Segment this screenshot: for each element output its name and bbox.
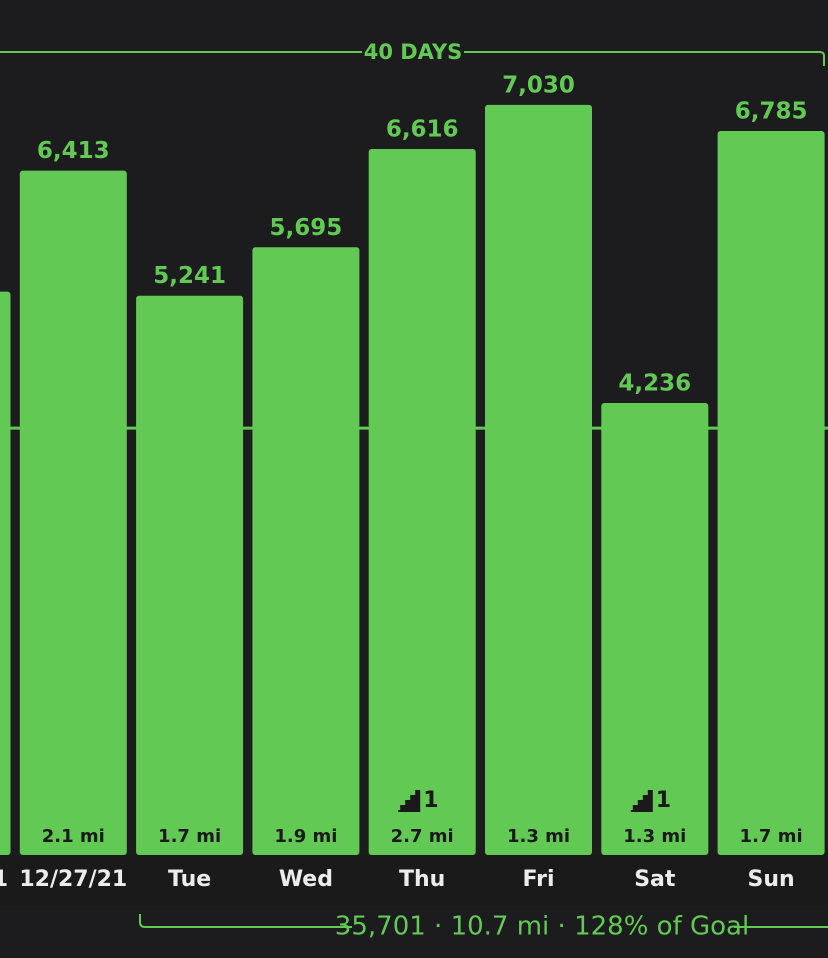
value-label: 5,695: [270, 215, 343, 241]
distance-label: 1.7 mi: [740, 826, 803, 847]
bar: [19, 170, 127, 855]
value-label: 4,236: [618, 370, 691, 396]
x-tick-label: 12/27/21: [19, 867, 127, 892]
range-label: 40 DAYS: [364, 40, 463, 64]
x-tick-label: Tue: [168, 867, 211, 892]
value-label: 6,616: [386, 117, 459, 143]
x-tick-label: Fri: [522, 867, 554, 892]
distance-label: 1.3 mi: [507, 826, 570, 847]
flights-label: 1: [423, 788, 438, 813]
distance-label: 1.9 mi: [274, 826, 337, 847]
range-bracket: [0, 51, 825, 66]
stairs-icon: [630, 790, 653, 812]
x-tick-label: Thu: [399, 867, 445, 892]
value-label: 5,241: [153, 263, 226, 289]
x-tick-label: 1: [0, 867, 8, 892]
flights-label: 1: [656, 788, 671, 813]
value-label: 7,030: [502, 72, 575, 98]
bar: [601, 402, 709, 855]
bar: [252, 247, 360, 856]
label-strip: [0, 855, 828, 905]
distance-label: 1.7 mi: [158, 826, 221, 847]
distance-label: 1.3 mi: [623, 826, 686, 847]
value-label: 6,785: [735, 98, 808, 124]
x-tick-label: Sat: [634, 867, 676, 892]
bar: [136, 295, 244, 855]
distance-label: 2.7 mi: [391, 826, 454, 847]
stairs-icon: [398, 790, 421, 812]
value-label: 6,413: [37, 138, 110, 164]
summary: 35,701 · 10.7 mi · 128% of Goal: [335, 912, 749, 942]
bar: [717, 130, 825, 856]
bar: [0, 291, 11, 855]
x-tick-label: Wed: [279, 867, 333, 892]
x-tick-label: Sun: [748, 867, 795, 892]
bar: [485, 104, 592, 855]
distance-label: 2.1 mi: [42, 826, 105, 847]
summary-bracket: [139, 914, 828, 928]
bar: [368, 149, 476, 856]
